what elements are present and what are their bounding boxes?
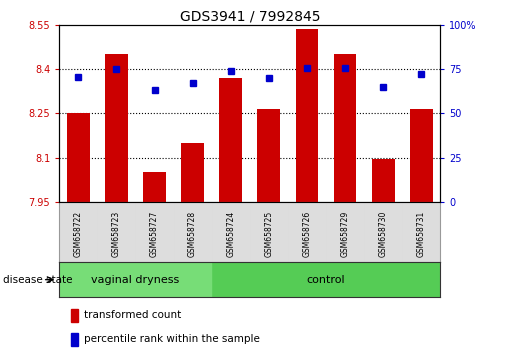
Bar bbox=[212, 202, 250, 262]
Bar bbox=[67, 113, 90, 202]
Bar bbox=[288, 202, 326, 262]
Bar bbox=[402, 202, 440, 262]
Text: vaginal dryness: vaginal dryness bbox=[91, 275, 180, 285]
Bar bbox=[59, 202, 97, 262]
Text: GSM658731: GSM658731 bbox=[417, 211, 426, 257]
Text: GSM658725: GSM658725 bbox=[264, 211, 273, 257]
Bar bbox=[334, 54, 356, 202]
Bar bbox=[174, 202, 212, 262]
Text: GSM658726: GSM658726 bbox=[302, 211, 312, 257]
Bar bbox=[250, 202, 288, 262]
Text: GSM658728: GSM658728 bbox=[188, 211, 197, 257]
Text: percentile rank within the sample: percentile rank within the sample bbox=[84, 335, 260, 344]
Bar bbox=[296, 29, 318, 202]
Bar bbox=[212, 262, 440, 297]
Text: transformed count: transformed count bbox=[84, 310, 181, 320]
Bar bbox=[71, 309, 78, 322]
Text: GSM658729: GSM658729 bbox=[340, 211, 350, 257]
Bar bbox=[219, 78, 242, 202]
Text: GSM658727: GSM658727 bbox=[150, 211, 159, 257]
Bar bbox=[410, 109, 433, 202]
Bar bbox=[181, 143, 204, 202]
Bar bbox=[143, 172, 166, 202]
Bar bbox=[71, 333, 78, 346]
Bar bbox=[59, 262, 212, 297]
Bar bbox=[372, 159, 394, 202]
Bar bbox=[326, 202, 364, 262]
Bar bbox=[97, 202, 135, 262]
Text: GSM658722: GSM658722 bbox=[74, 211, 83, 257]
Bar bbox=[364, 202, 402, 262]
Text: GSM658724: GSM658724 bbox=[226, 211, 235, 257]
Bar bbox=[135, 202, 174, 262]
Bar bbox=[105, 54, 128, 202]
Title: GDS3941 / 7992845: GDS3941 / 7992845 bbox=[180, 10, 320, 24]
Text: control: control bbox=[307, 275, 345, 285]
Bar bbox=[258, 109, 280, 202]
Text: disease state: disease state bbox=[3, 275, 72, 285]
Text: GSM658723: GSM658723 bbox=[112, 211, 121, 257]
Text: GSM658730: GSM658730 bbox=[379, 211, 388, 257]
